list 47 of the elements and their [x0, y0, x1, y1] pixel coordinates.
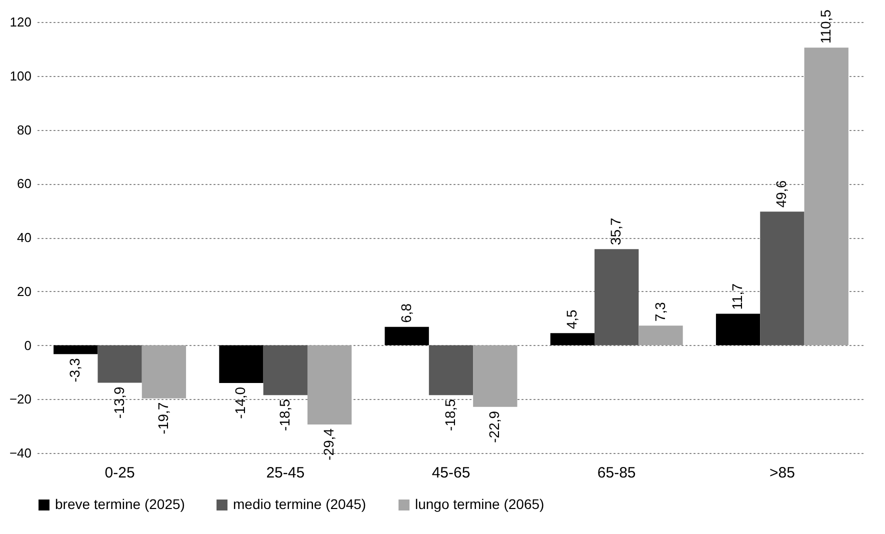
bar [98, 345, 142, 383]
bar [760, 212, 804, 346]
x-tick-label: 0-25 [104, 464, 135, 482]
data-label: -19,7 [154, 402, 171, 434]
data-label: -29,4 [320, 428, 337, 460]
y-tick-label: −20 [9, 392, 32, 407]
data-label: 110,5 [817, 9, 834, 44]
bar [219, 345, 264, 383]
bar [307, 345, 352, 424]
data-label: -13,9 [110, 386, 127, 419]
bar [263, 345, 308, 396]
bar [638, 326, 683, 346]
y-tick-label: 20 [17, 284, 32, 299]
data-label: -18,5 [276, 398, 292, 432]
legend-label: breve termine (2025) [55, 496, 185, 512]
bar [550, 333, 595, 346]
data-label: 6,8 [398, 303, 414, 323]
bar [54, 345, 98, 354]
data-label: 49,6 [773, 180, 790, 208]
data-label: -14,0 [232, 386, 248, 419]
bar [142, 345, 186, 398]
data-label: 11,7 [729, 283, 746, 310]
bar [594, 249, 639, 346]
data-label: -3,3 [66, 358, 83, 382]
x-tick-label: 65-85 [597, 464, 636, 482]
y-tick-label: 60 [17, 176, 32, 192]
data-label: 35,7 [608, 218, 624, 246]
bar [428, 345, 474, 396]
bar [716, 314, 760, 346]
y-tick-label: 120 [10, 14, 32, 30]
y-tick-label: 80 [17, 122, 32, 138]
bar [384, 326, 429, 346]
data-label: -22,9 [486, 410, 502, 443]
y-tick-label: −40 [9, 446, 32, 460]
legend-label: medio termine (2045) [233, 496, 366, 512]
legend-label: lungo termine (2065) [415, 496, 544, 512]
data-label: -18,5 [442, 398, 458, 432]
bar [473, 345, 518, 407]
bar [804, 48, 848, 346]
x-tick-label: >85 [769, 464, 795, 482]
y-tick-label: 0 [24, 338, 32, 353]
y-tick-label: 40 [17, 230, 32, 245]
y-tick-label: 100 [10, 68, 32, 84]
data-label: 4,5 [563, 309, 580, 330]
x-tick-label: 25-45 [266, 464, 305, 482]
data-label: 7,3 [652, 302, 668, 322]
x-tick-label: 45-65 [432, 464, 470, 482]
